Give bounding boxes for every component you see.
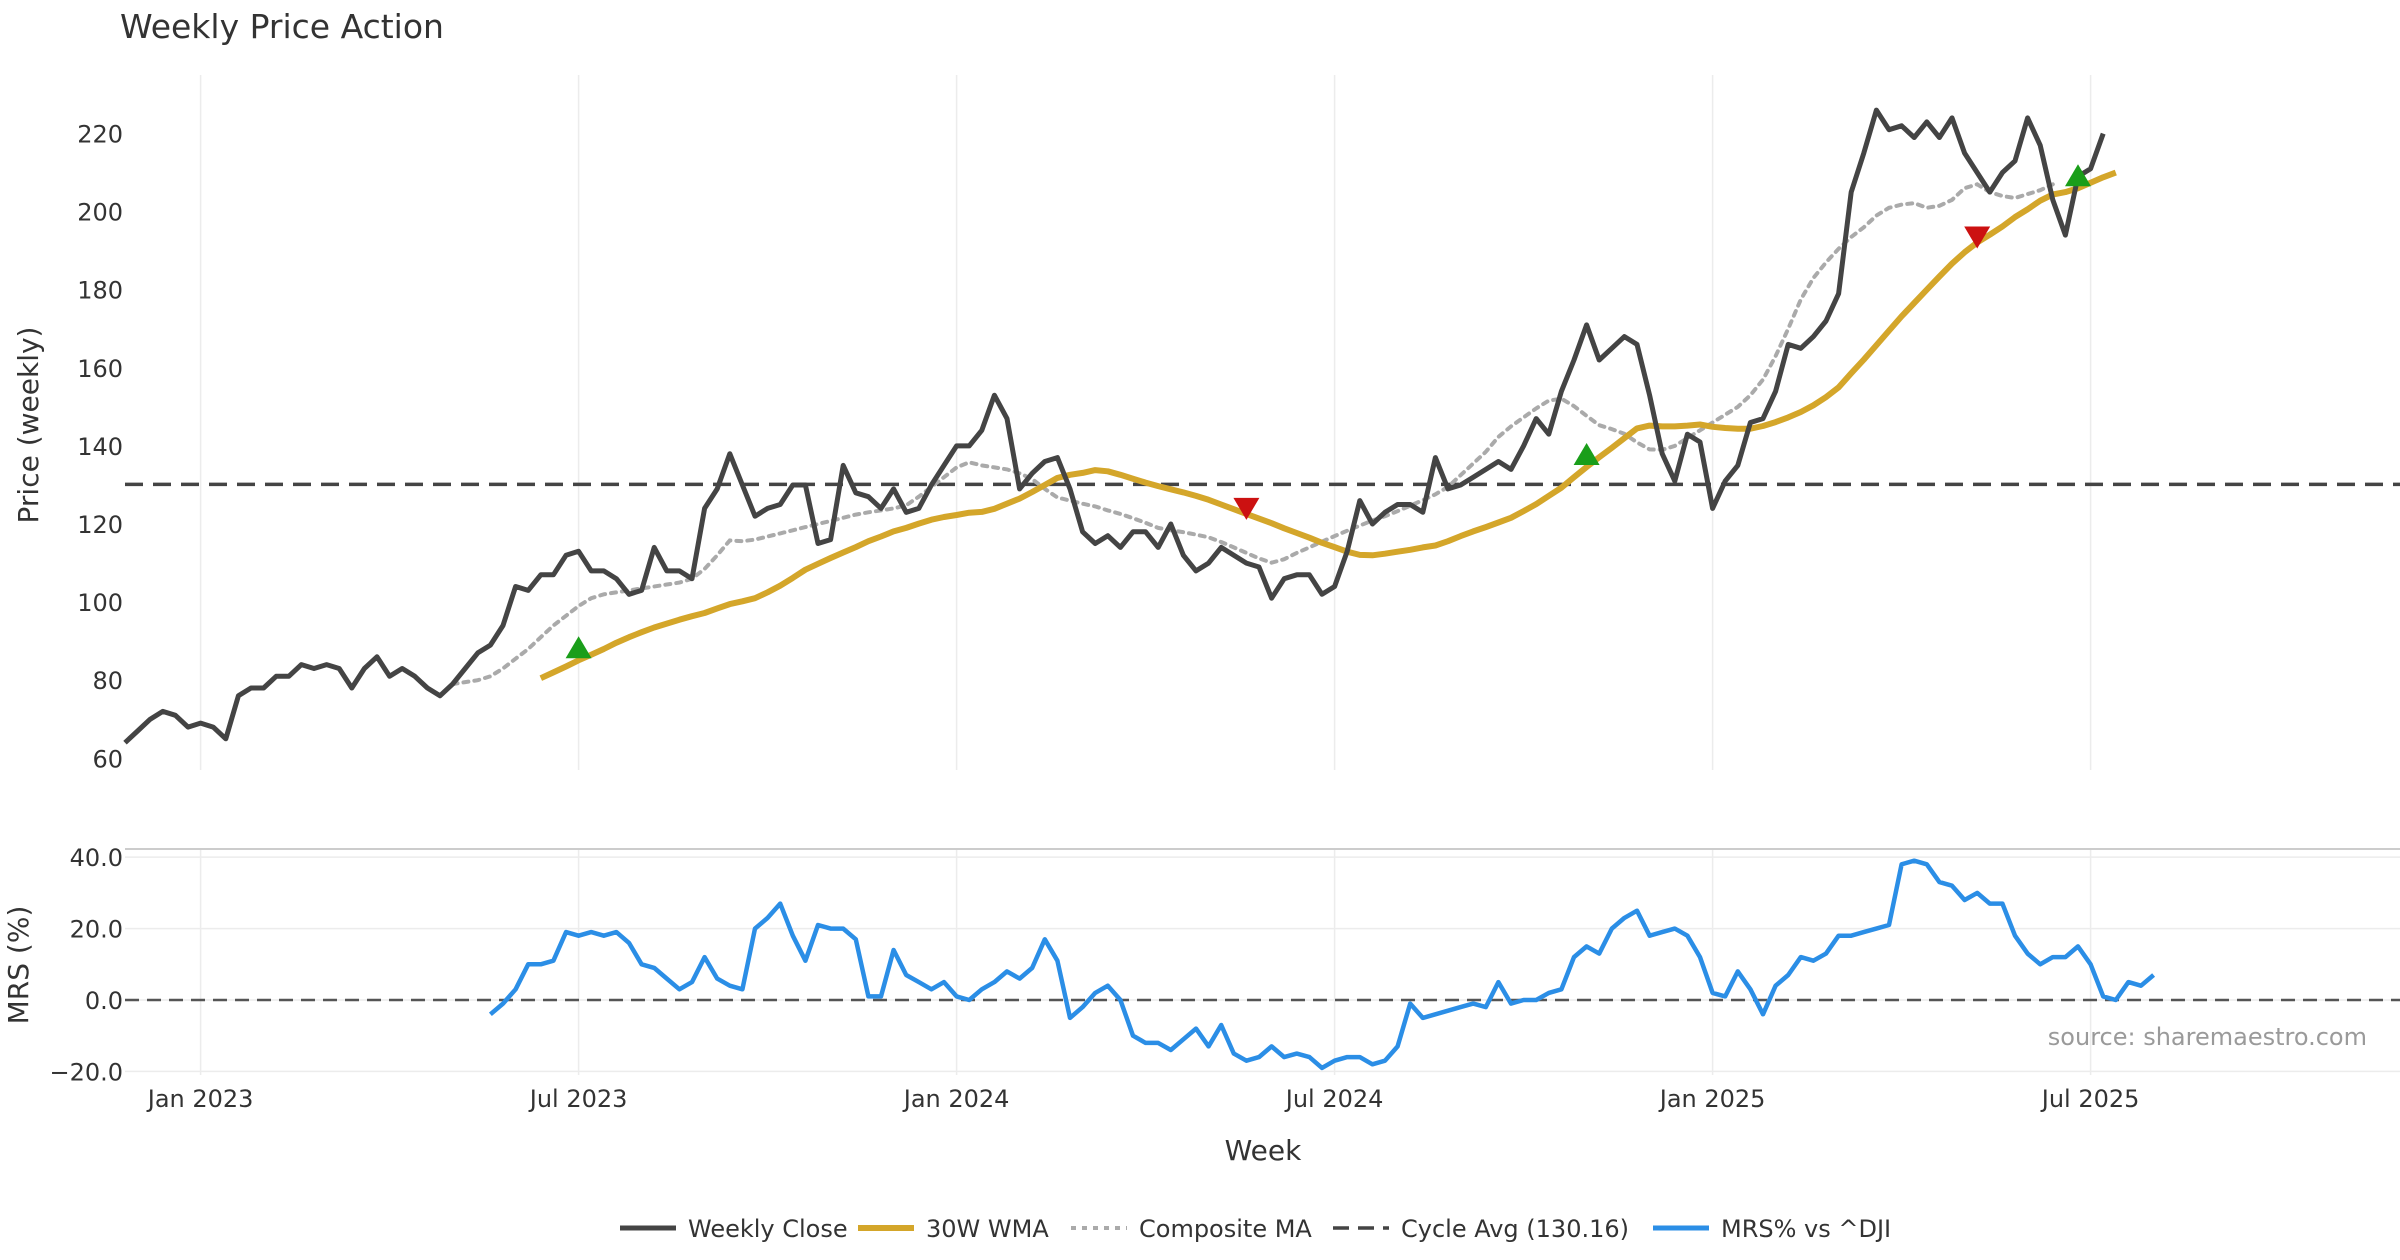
x-axis-ticks: Jan 2023 Jul 2023 Jan 2024 Jul 2024 Jan 2025… — [146, 1085, 2140, 1113]
sell-signal-marker — [1964, 226, 1991, 249]
signal-markers — [565, 164, 2091, 659]
composite-ma-line — [450, 182, 2055, 687]
mrs-y-ticks: 40.0 20.0 0.0 −20.0 — [49, 844, 123, 1086]
legend-item: 30W WMA — [858, 1215, 1049, 1243]
mrs-y-axis-label: MRS (%) — [2, 906, 35, 1025]
legend-label: Composite MA — [1139, 1215, 1312, 1243]
legend-item: Cycle Avg (130.16) — [1333, 1215, 1629, 1243]
legend-item: Composite MA — [1071, 1215, 1312, 1243]
mrs-line — [488, 858, 2156, 1071]
buy-signal-marker — [565, 636, 592, 659]
buy-signal-marker — [2065, 164, 2091, 187]
x-tick-label: Jan 2024 — [902, 1085, 1010, 1113]
price-y-tick-label: 180 — [77, 277, 123, 305]
price-y-tick-label: 100 — [77, 589, 123, 617]
legend-label: 30W WMA — [926, 1215, 1049, 1243]
mrs-y-tick-label: 40.0 — [70, 844, 123, 872]
buy-signal-marker — [1573, 443, 1600, 466]
mrs-y-tick-label: −20.0 — [49, 1058, 123, 1086]
x-tick-label: Jan 2023 — [146, 1085, 254, 1113]
weekly-close-line — [123, 107, 2106, 745]
mrs-y-tick-label: 0.0 — [85, 987, 123, 1015]
price-y-tick-label: 80 — [92, 667, 123, 695]
legend-label: Cycle Avg (130.16) — [1401, 1215, 1629, 1243]
legend-item: Weekly Close — [620, 1215, 848, 1243]
price-y-tick-label: 60 — [92, 745, 123, 773]
x-tick-label: Jul 2025 — [2040, 1085, 2140, 1113]
chart-title: Weekly Price Action — [120, 7, 444, 46]
price-y-tick-label: 120 — [77, 511, 123, 539]
legend-item: MRS% vs ^DJI — [1653, 1215, 1891, 1243]
x-tick-label: Jul 2024 — [1284, 1085, 1384, 1113]
x-tick-label: Jan 2025 — [1658, 1085, 1766, 1113]
source-credit: source: sharemaestro.com — [2048, 1023, 2367, 1051]
legend-label: MRS% vs ^DJI — [1721, 1215, 1891, 1243]
price-grid — [199, 75, 2092, 770]
mrs-y-tick-label: 20.0 — [70, 916, 123, 944]
price-y-tick-label: 200 — [77, 199, 123, 227]
legend-label: Weekly Close — [688, 1215, 848, 1243]
price-y-axis-label: Price (weekly) — [12, 327, 45, 524]
sell-signal-marker — [1233, 497, 1260, 520]
price-y-ticks: 60 80 100 120 140 160 180 200 220 — [77, 121, 123, 774]
x-tick-label: Jul 2023 — [528, 1085, 628, 1113]
wma-30w-line — [539, 169, 2117, 681]
x-axis-label: Week — [1225, 1134, 1302, 1167]
legend: Weekly Close 30W WMA Composite MA Cycle Avg… — [620, 1215, 1891, 1243]
price-y-tick-label: 220 — [77, 121, 123, 149]
mrs-grid — [125, 850, 2400, 1075]
price-y-tick-label: 160 — [77, 355, 123, 383]
price-y-tick-label: 140 — [77, 433, 123, 461]
